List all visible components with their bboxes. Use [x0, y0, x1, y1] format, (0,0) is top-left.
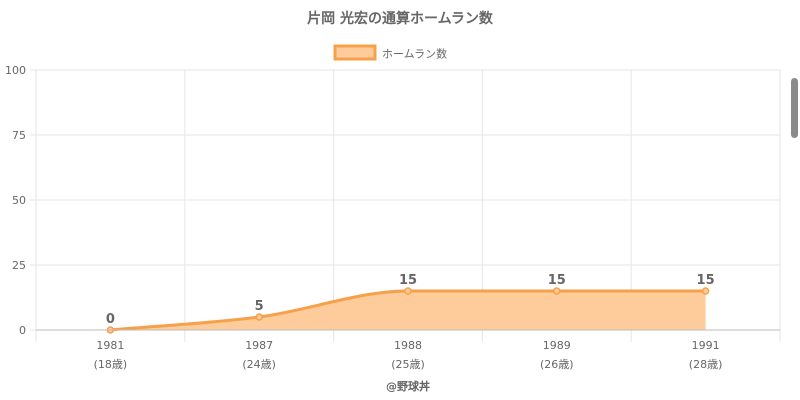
y-tick-label: 50: [12, 194, 26, 207]
x-tick-label: 1991: [692, 339, 720, 352]
x-tick-label: 1989: [543, 339, 571, 352]
chart-title: 片岡 光宏の通算ホームラン数: [307, 10, 494, 27]
x-tick-label: 1988: [394, 339, 422, 352]
data-label: 15: [548, 273, 566, 288]
axes: 02550751001981(18歳)1987(24歳)1988(25歳)198…: [5, 64, 780, 371]
data-labels: 0 5 15 15 15: [106, 273, 715, 327]
legend-swatch[interactable]: [333, 44, 377, 61]
x-tick-label: 1981: [96, 339, 124, 352]
data-point: [404, 287, 412, 295]
data-label: 15: [399, 273, 417, 288]
x-tick-label: 1987: [245, 339, 273, 352]
legend-label[interactable]: ホームラン数: [382, 48, 447, 61]
footer-credit: @野球丼: [386, 379, 430, 393]
y-tick-label: 25: [12, 259, 26, 272]
x-tick-sublabel: (26歳): [540, 358, 574, 371]
data-label: 0: [106, 312, 115, 327]
y-tick-label: 75: [12, 129, 26, 142]
data-label: 15: [697, 273, 715, 288]
x-tick-sublabel: (28歳): [689, 358, 723, 371]
legend[interactable]: ホームラン数: [333, 44, 447, 61]
data-point: [701, 287, 710, 295]
y-tick-label: 0: [19, 324, 26, 337]
plot-area: [106, 287, 710, 334]
y-tick-label: 100: [5, 64, 26, 77]
x-tick-sublabel: (25歳): [391, 358, 425, 371]
data-label: 5: [255, 299, 264, 314]
scrollbar-thumb[interactable]: [791, 78, 798, 138]
x-tick-sublabel: (18歳): [94, 358, 128, 371]
x-tick-sublabel: (24歳): [242, 358, 276, 371]
data-point: [255, 313, 263, 321]
data-point: [553, 287, 561, 295]
